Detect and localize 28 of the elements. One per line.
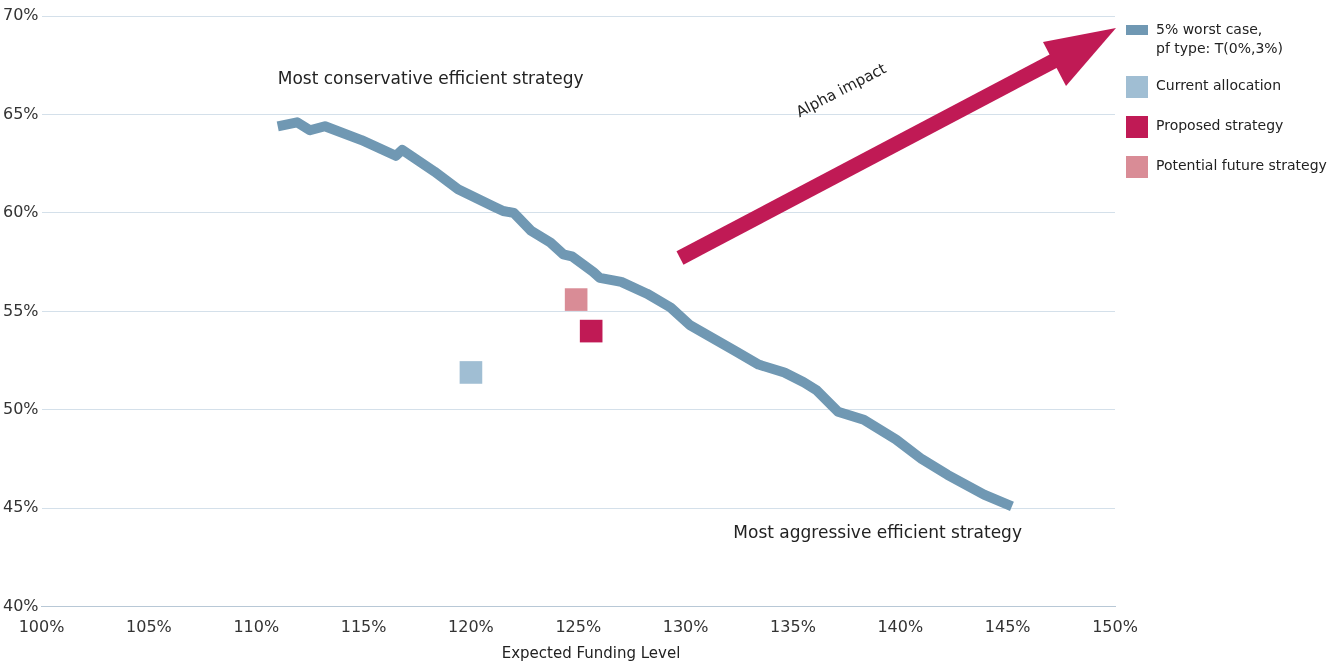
x-tick-label: 120% (448, 616, 494, 636)
legend-label: Potential future strategy (1156, 156, 1327, 175)
y-tick-label: 55% (3, 300, 39, 320)
x-tick-label: 125% (555, 616, 602, 636)
y-tick-label: 50% (3, 399, 39, 419)
x-tick-label: 130% (662, 616, 709, 636)
point (459, 361, 483, 384)
annotation: Most conservative efficient strategy (277, 68, 584, 89)
point (579, 319, 603, 343)
x-tick-label: 100% (18, 616, 65, 636)
y-tick-label: 65% (3, 103, 39, 123)
annotation: Most aggressive efficient strategy (733, 522, 1022, 543)
x-tick-label: 145% (984, 616, 1031, 636)
legend-label: 5% worst case, pf type: T(0%,3%) (1156, 20, 1284, 58)
x-tick-label: 135% (770, 616, 816, 636)
legend-label: Current allocation (1156, 76, 1282, 95)
x-tick-label: 140% (877, 616, 924, 636)
y-tick-label: 70% (3, 5, 39, 25)
x-tick-label: 110% (233, 616, 280, 636)
y-tick-label: 40% (3, 595, 39, 615)
x-tick-label: 115% (340, 616, 387, 636)
y-tick-label: 60% (3, 202, 39, 222)
point (564, 288, 588, 311)
x-tick-label: 150% (1092, 616, 1138, 636)
legend-label: Proposed strategy (1156, 116, 1284, 135)
x-axis-title: Expected Funding Level (500, 644, 682, 662)
x-tick-label: 105% (126, 616, 172, 636)
y-tick-label: 45% (3, 497, 39, 517)
